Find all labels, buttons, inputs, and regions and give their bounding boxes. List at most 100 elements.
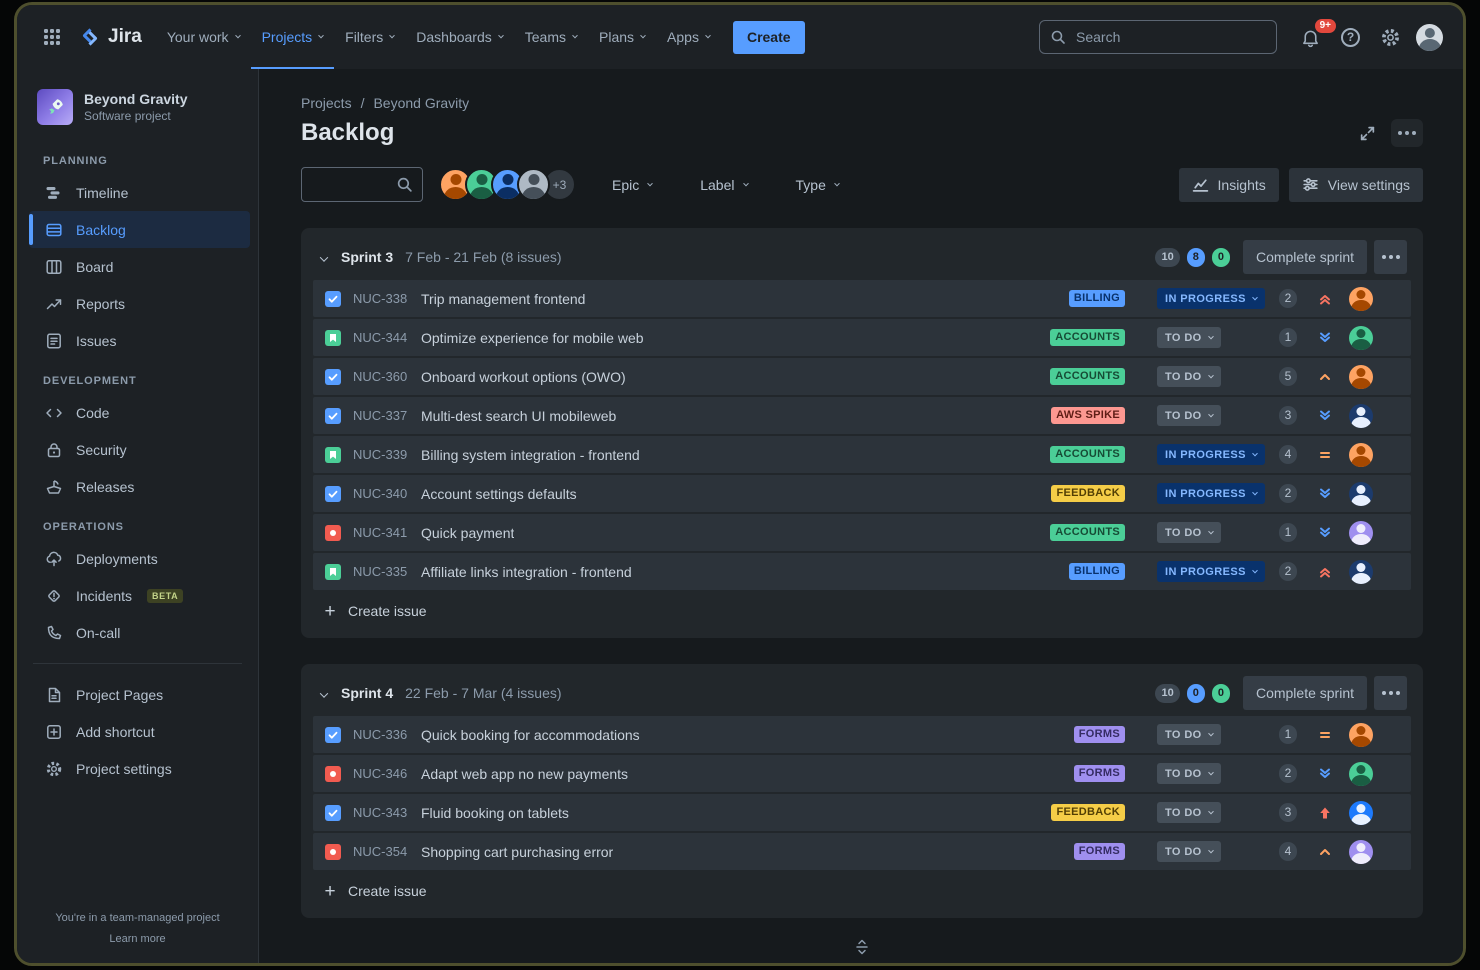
topnav-right-cluster: 9+ ? xyxy=(1039,18,1443,54)
sprint-more-button[interactable] xyxy=(1374,676,1407,710)
assignee-avatar[interactable] xyxy=(1349,286,1373,311)
issue-key: NUC-340 xyxy=(353,486,408,501)
assignee-avatar[interactable] xyxy=(1349,722,1373,747)
status-dropdown[interactable]: TO DO xyxy=(1157,522,1221,543)
sidebar-item-on-call[interactable]: On-call xyxy=(29,614,250,651)
resize-handle[interactable] xyxy=(301,931,1423,957)
nav-item-teams[interactable]: Teams xyxy=(514,5,588,69)
status-dropdown[interactable]: TO DO xyxy=(1157,724,1221,745)
breadcrumb-project-name[interactable]: Beyond Gravity xyxy=(373,95,470,111)
nav-item-projects[interactable]: Projects xyxy=(251,5,335,69)
global-search-input[interactable] xyxy=(1074,28,1266,46)
sidebar-item-add-shortcut[interactable]: Add shortcut xyxy=(29,713,250,750)
settings-button[interactable] xyxy=(1375,22,1406,53)
assignee-avatar[interactable] xyxy=(1349,520,1373,545)
jira-logo[interactable]: Jira xyxy=(79,26,142,48)
user-avatar[interactable] xyxy=(1416,23,1443,51)
assignee-avatar[interactable] xyxy=(1349,481,1373,506)
chevron-down-icon xyxy=(1207,411,1214,417)
assignee-avatar[interactable] xyxy=(1349,761,1373,786)
project-header[interactable]: Beyond Gravity Software project xyxy=(17,85,258,139)
issue-key: NUC-341 xyxy=(353,525,408,540)
status-dropdown[interactable]: IN PROGRESS xyxy=(1157,444,1265,465)
sidebar-item-code[interactable]: Code xyxy=(29,394,250,431)
type-filter-dropdown[interactable]: Type xyxy=(786,171,849,199)
issue-row[interactable]: NUC-354 Shopping cart purchasing error F… xyxy=(313,833,1411,870)
insights-button[interactable]: Insights xyxy=(1178,167,1279,202)
view-settings-button[interactable]: View settings xyxy=(1288,167,1423,202)
nav-item-plans[interactable]: Plans xyxy=(588,5,656,69)
issue-row[interactable]: NUC-344 Optimize experience for mobile w… xyxy=(313,319,1411,356)
assignee-avatar[interactable] xyxy=(1349,403,1373,428)
issue-row[interactable]: NUC-340 Account settings defaults FEEDBA… xyxy=(313,475,1411,512)
assignee-avatar[interactable] xyxy=(1349,364,1373,389)
breadcrumb-projects[interactable]: Projects xyxy=(301,95,352,111)
expand-button[interactable] xyxy=(1354,120,1381,147)
sprint-name[interactable]: Sprint 4 xyxy=(341,685,394,701)
issue-row[interactable]: NUC-360 Onboard workout options (OWO) AC… xyxy=(313,358,1411,395)
create-issue-button[interactable]: Create issue xyxy=(313,870,1411,912)
create-issue-button[interactable]: Create issue xyxy=(313,590,1411,632)
epic-filter-dropdown[interactable]: Epic xyxy=(602,171,662,199)
chevron-down-icon xyxy=(1207,730,1214,736)
nav-item-your-work[interactable]: Your work xyxy=(156,5,251,69)
sidebar-item-incidents[interactable]: Incidents BETA xyxy=(29,577,250,614)
status-dropdown[interactable]: TO DO xyxy=(1157,763,1221,784)
issue-row[interactable]: NUC-341 Quick payment ACCOUNTS TO DO 1 xyxy=(313,514,1411,551)
assignee-avatar[interactable] xyxy=(1349,442,1373,467)
complete-sprint-button[interactable]: Complete sprint xyxy=(1242,676,1367,710)
sidebar-item-security[interactable]: Security xyxy=(29,431,250,468)
nav-item-filters[interactable]: Filters xyxy=(334,5,405,69)
assignee-avatar[interactable] xyxy=(1349,800,1373,825)
global-search[interactable] xyxy=(1039,20,1277,54)
sidebar-item-releases[interactable]: Releases xyxy=(29,468,250,505)
notifications-button[interactable]: 9+ xyxy=(1295,18,1336,53)
assignee-avatar[interactable] xyxy=(1349,559,1373,584)
issue-row[interactable]: NUC-338 Trip management frontend BILLING… xyxy=(313,280,1411,317)
assignee-avatar[interactable] xyxy=(1349,325,1373,350)
status-dropdown[interactable]: TO DO xyxy=(1157,841,1221,862)
issue-row[interactable]: NUC-343 Fluid booking on tablets FEEDBAC… xyxy=(313,794,1411,831)
backlog-search[interactable] xyxy=(301,167,423,202)
sidebar-item-reports[interactable]: Reports xyxy=(29,285,250,322)
status-dropdown[interactable]: IN PROGRESS xyxy=(1157,288,1265,309)
nav-item-apps[interactable]: Apps xyxy=(656,5,721,69)
status-dropdown[interactable]: TO DO xyxy=(1157,327,1221,348)
issue-row[interactable]: NUC-339 Billing system integration - fro… xyxy=(313,436,1411,473)
sidebar-item-issues[interactable]: Issues xyxy=(29,322,250,359)
issue-row[interactable]: NUC-346 Adapt web app no new payments FO… xyxy=(313,755,1411,792)
create-button[interactable]: Create xyxy=(732,20,805,54)
sidebar-item-board[interactable]: Board xyxy=(29,248,250,285)
sidebar-item-project-pages[interactable]: Project Pages xyxy=(29,676,250,713)
app-switcher-button[interactable] xyxy=(37,22,67,52)
status-dropdown[interactable]: TO DO xyxy=(1157,366,1221,387)
sidebar-item-deployments[interactable]: Deployments xyxy=(29,540,250,577)
issue-row[interactable]: NUC-337 Multi-dest search UI mobileweb A… xyxy=(313,397,1411,434)
nav-item-dashboards[interactable]: Dashboards xyxy=(405,5,514,69)
status-dropdown[interactable]: TO DO xyxy=(1157,405,1221,426)
sidebar-item-project-settings[interactable]: Project settings xyxy=(29,750,250,787)
status-dropdown[interactable]: IN PROGRESS xyxy=(1157,483,1265,504)
assignee-avatar[interactable] xyxy=(1349,839,1373,864)
issue-key: NUC-346 xyxy=(353,766,408,781)
backlog-search-input[interactable] xyxy=(311,175,390,194)
status-dropdown[interactable]: TO DO xyxy=(1157,802,1221,823)
complete-sprint-button[interactable]: Complete sprint xyxy=(1242,240,1367,274)
collapse-sprint-button[interactable] xyxy=(317,682,331,705)
status-dropdown[interactable]: IN PROGRESS xyxy=(1157,561,1265,582)
help-button[interactable]: ? xyxy=(1336,23,1365,52)
issue-summary: Trip management frontend xyxy=(421,290,586,307)
learn-more-link[interactable]: Learn more xyxy=(109,933,166,945)
label-filter-dropdown[interactable]: Label xyxy=(690,171,757,199)
collapse-sprint-button[interactable] xyxy=(317,246,331,269)
sprint-name[interactable]: Sprint 3 xyxy=(341,249,394,265)
issue-label: FORMS xyxy=(1073,843,1125,860)
sprint-more-button[interactable] xyxy=(1374,240,1407,274)
issue-label: BILLING xyxy=(1068,563,1125,580)
issue-row[interactable]: NUC-335 Affiliate links integration - fr… xyxy=(313,553,1411,590)
page-more-button[interactable] xyxy=(1391,119,1423,147)
sidebar-item-timeline[interactable]: Timeline xyxy=(29,174,250,211)
sidebar-item-backlog[interactable]: Backlog xyxy=(29,211,250,248)
member-avatar[interactable] xyxy=(517,168,550,201)
issue-row[interactable]: NUC-336 Quick booking for accommodations… xyxy=(313,716,1411,753)
